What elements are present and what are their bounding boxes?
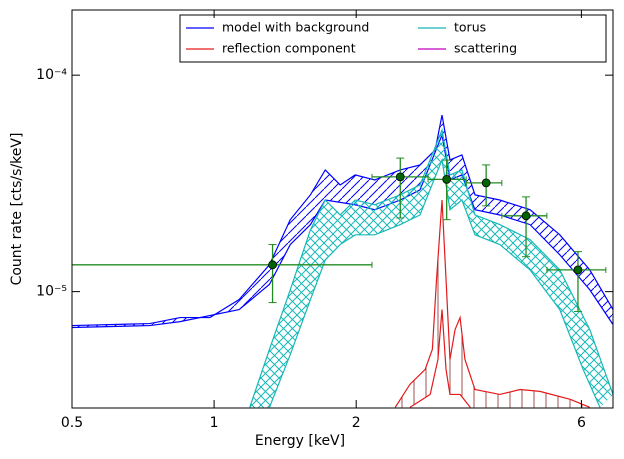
data-point xyxy=(442,174,452,184)
curve-upper xyxy=(72,114,613,327)
legend-label: torus xyxy=(454,20,486,35)
x-tick-label: 2 xyxy=(352,415,361,431)
legend-label: model with background xyxy=(222,20,369,35)
axes-frame xyxy=(71,9,614,409)
data-point xyxy=(521,211,531,221)
legend-label: scattering xyxy=(454,41,517,56)
data-point xyxy=(481,178,491,188)
plot-area xyxy=(72,114,613,408)
legend-box xyxy=(179,14,607,63)
data-point xyxy=(395,172,405,182)
x-tick-label: 1 xyxy=(210,415,219,431)
data-point xyxy=(573,265,583,275)
data-point xyxy=(268,260,277,270)
curve-upper xyxy=(249,127,613,408)
legend-label: reflection component xyxy=(222,41,356,56)
x-tick-label: 6 xyxy=(577,415,586,431)
y-axis-label: Count rate [cts/s/keV] xyxy=(9,133,25,286)
band-hatch xyxy=(395,200,590,408)
curve-lower xyxy=(409,309,471,408)
y-tick-label: 10⁻⁴ xyxy=(36,67,67,83)
y-tick-label: 10⁻⁵ xyxy=(36,284,67,300)
legend: model with background torus reflection com… xyxy=(179,14,607,63)
curve-upper xyxy=(394,199,590,408)
x-axis-label: Energy [keV] xyxy=(255,433,345,449)
curve-lower xyxy=(268,157,601,408)
x-tick-label: 0.5 xyxy=(61,415,83,431)
